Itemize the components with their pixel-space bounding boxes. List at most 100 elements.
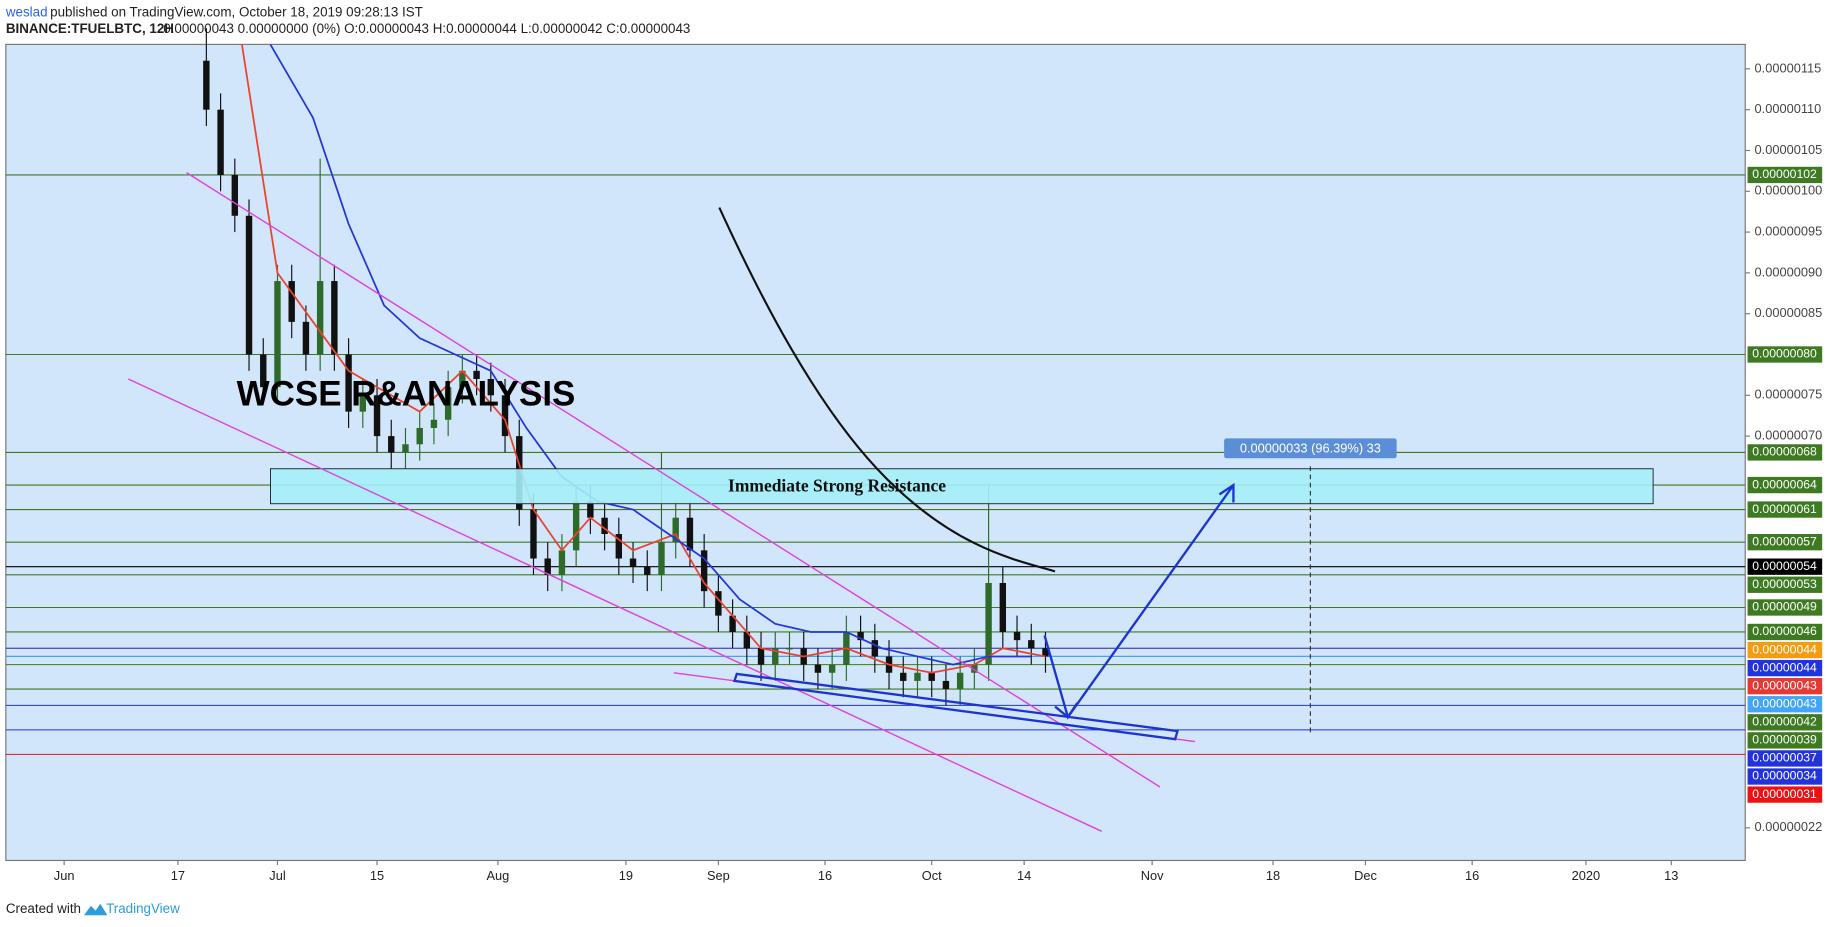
- x-tick-label: Sep: [707, 868, 730, 883]
- candle-body: [814, 664, 822, 673]
- y-tick-label: 0.00000090: [1755, 264, 1823, 279]
- curve: [718, 207, 1056, 573]
- footer-created: Created with: [6, 901, 81, 916]
- candle-body: [658, 542, 665, 575]
- candle-body: [444, 387, 452, 420]
- candle-body: [985, 582, 992, 665]
- candle-body: [416, 427, 423, 445]
- candle-body: [345, 354, 352, 412]
- candle-body: [857, 631, 864, 641]
- y-tick-label: 0.00000075: [1755, 387, 1823, 402]
- candle-body: [715, 591, 722, 616]
- author[interactable]: weslad: [5, 4, 48, 19]
- price-tag-label: 0.00000054: [1752, 559, 1817, 573]
- price-tag: [1747, 732, 1823, 749]
- candle-body: [1028, 640, 1035, 649]
- price-tag-label: 0.00000057: [1752, 534, 1817, 548]
- x-tick-label: 17: [171, 868, 185, 883]
- candle-body: [274, 281, 281, 388]
- resistance-zone: [270, 468, 1654, 505]
- candle-body: [373, 395, 381, 437]
- price-tag: [1747, 786, 1823, 803]
- price-tag-label: 0.00000068: [1752, 445, 1817, 459]
- x-tick-label: 16: [818, 868, 832, 883]
- candle-body: [203, 60, 210, 110]
- x-tick-label: 13: [1664, 868, 1678, 883]
- candle-body: [316, 281, 324, 355]
- x-tick-label: Jul: [269, 868, 285, 883]
- zone-label: Immediate Strong Resistance: [728, 475, 946, 495]
- candle-body: [459, 370, 466, 388]
- candle-body: [572, 501, 580, 551]
- candle-body: [828, 664, 836, 673]
- price-tag: [1747, 501, 1823, 518]
- candle-body: [942, 680, 950, 690]
- candle-body: [672, 517, 679, 543]
- y-tick-label: 0.00000105: [1755, 142, 1823, 157]
- candle-body: [587, 501, 594, 518]
- candle-body: [729, 615, 736, 632]
- y-tick-label: 0.00000110: [1755, 101, 1822, 116]
- price-tag: [1747, 444, 1823, 461]
- candle-body: [430, 419, 438, 428]
- candle-body: [530, 509, 537, 559]
- price-tag-label: 0.00000102: [1752, 167, 1817, 181]
- candle-body: [302, 321, 310, 355]
- price-tag-label: 0.00000037: [1752, 751, 1817, 765]
- channel: [732, 672, 1179, 741]
- arrow-head: [1218, 482, 1235, 503]
- candle-body: [601, 517, 608, 535]
- candle-body: [686, 517, 694, 551]
- x-tick-label: Aug: [487, 868, 510, 883]
- quote: 0.00000043 0.00000000 (0%) O:0.00000043 …: [163, 21, 690, 36]
- candle-body: [914, 672, 921, 681]
- candle-body: [359, 395, 367, 412]
- x-tick-label: 18: [1266, 868, 1280, 883]
- arrow-head: [1054, 702, 1079, 719]
- price-tag-label: 0.00000053: [1752, 577, 1817, 591]
- price-tag: [1747, 166, 1823, 184]
- candle-body: [928, 672, 935, 681]
- y-tick-label: 0.00000100: [1755, 183, 1823, 198]
- price-tag-label: 0.00000034: [1752, 769, 1817, 783]
- price-tag: [1747, 534, 1823, 551]
- candle-body: [473, 370, 480, 379]
- y-tick-label: 0.00000115: [1755, 60, 1822, 75]
- x-tick-label: 15: [370, 868, 384, 883]
- published: published on TradingView.com, October 18…: [50, 4, 423, 19]
- candle-body: [743, 631, 751, 649]
- candle-body: [487, 378, 495, 396]
- footer-brand[interactable]: TradingView: [106, 901, 180, 916]
- price-tag-label: 0.00000044: [1752, 660, 1817, 674]
- symbol: BINANCE:TFUELBTC, 12H: [6, 21, 174, 36]
- x-tick-label: 16: [1465, 868, 1479, 883]
- price-tag: [1747, 750, 1823, 767]
- price-tag: [1747, 641, 1823, 659]
- x-tick-label: Nov: [1141, 868, 1164, 883]
- price-tag-label: 0.00000061: [1752, 502, 1817, 516]
- candle-body: [288, 281, 295, 322]
- measure-box: [1224, 438, 1397, 459]
- x-tick-label: 14: [1017, 868, 1031, 883]
- price-tag-label: 0.00000043: [1752, 678, 1817, 692]
- price-tag: [1747, 714, 1823, 731]
- watermark: WCSE R&ANALYSIS: [237, 375, 576, 414]
- price-tag: [1747, 768, 1823, 785]
- candle-body: [900, 672, 907, 681]
- candle-body: [757, 648, 765, 665]
- y-tick-label: 0.00000095: [1755, 223, 1823, 238]
- candle-body: [331, 281, 338, 355]
- x-tick-label: Jun: [54, 868, 75, 883]
- price-tag-label: 0.00000064: [1752, 477, 1817, 491]
- price-tag-label: 0.00000031: [1752, 787, 1817, 801]
- candle-body: [971, 664, 978, 673]
- candle-body: [772, 648, 779, 665]
- price-tag-label: 0.00000044: [1752, 642, 1817, 656]
- candle-body: [871, 640, 879, 657]
- candle-body: [231, 174, 239, 216]
- price-tag: [1747, 558, 1823, 575]
- candle-body: [388, 436, 395, 453]
- candle-body: [956, 672, 964, 690]
- brand-logo: [83, 903, 108, 916]
